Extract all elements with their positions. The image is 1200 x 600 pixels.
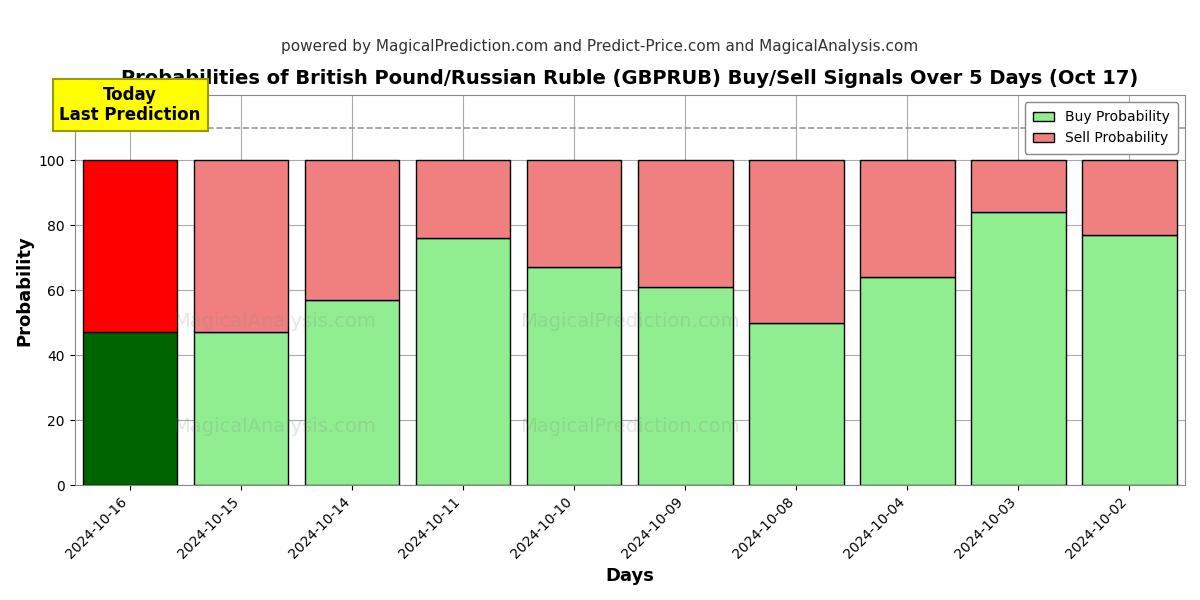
Bar xyxy=(749,323,844,485)
Bar xyxy=(416,160,510,238)
Bar xyxy=(194,332,288,485)
Bar xyxy=(305,300,400,485)
Bar xyxy=(194,160,288,332)
Bar xyxy=(971,212,1066,485)
Bar xyxy=(527,160,622,268)
Bar xyxy=(860,277,955,485)
Bar xyxy=(749,160,844,323)
Text: MagicalAnalysis.com: MagicalAnalysis.com xyxy=(173,312,376,331)
X-axis label: Days: Days xyxy=(605,567,654,585)
Text: MagicalPrediction.com: MagicalPrediction.com xyxy=(520,312,739,331)
Legend: Buy Probability, Sell Probability: Buy Probability, Sell Probability xyxy=(1025,102,1178,154)
Bar xyxy=(638,287,732,485)
Text: MagicalAnalysis.com: MagicalAnalysis.com xyxy=(173,417,376,436)
Bar xyxy=(83,160,178,332)
Bar xyxy=(638,160,732,287)
Bar xyxy=(305,160,400,300)
Text: Today
Last Prediction: Today Last Prediction xyxy=(60,86,200,124)
Bar xyxy=(416,238,510,485)
Bar xyxy=(1082,160,1177,235)
Text: MagicalPrediction.com: MagicalPrediction.com xyxy=(520,417,739,436)
Title: Probabilities of British Pound/Russian Ruble (GBPRUB) Buy/Sell Signals Over 5 Da: Probabilities of British Pound/Russian R… xyxy=(121,69,1139,88)
Text: powered by MagicalPrediction.com and Predict-Price.com and MagicalAnalysis.com: powered by MagicalPrediction.com and Pre… xyxy=(281,39,919,54)
Y-axis label: Probability: Probability xyxy=(16,235,34,346)
Bar xyxy=(860,160,955,277)
Bar xyxy=(527,268,622,485)
Bar xyxy=(971,160,1066,212)
Bar xyxy=(1082,235,1177,485)
Bar xyxy=(83,332,178,485)
